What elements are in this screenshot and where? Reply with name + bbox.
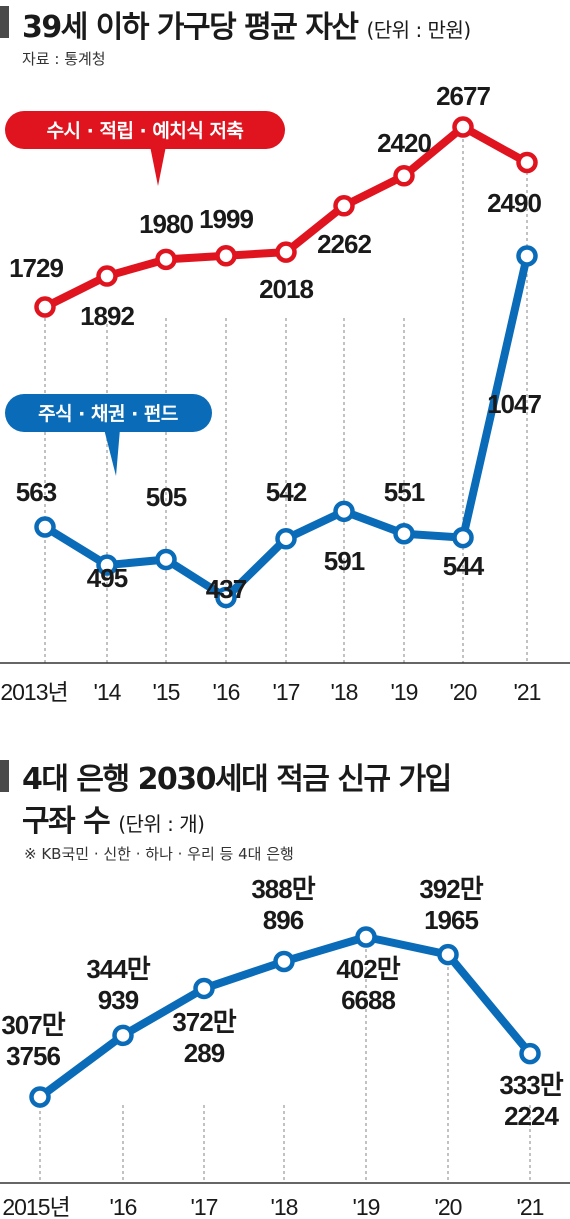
title-bar-accent	[0, 6, 9, 38]
data-point-stocks	[333, 500, 355, 523]
x-tick-label: '18	[331, 679, 358, 705]
legend-pill-savings	[5, 111, 285, 149]
data-label-savings: 2420	[377, 128, 431, 158]
chart2-title-line2-text: 구좌 수	[22, 804, 111, 839]
data-label-savings: 1729	[9, 253, 63, 283]
data-point-deposits	[273, 950, 295, 973]
data-point-savings	[215, 244, 237, 267]
x-tick-label: 2015년	[2, 1194, 69, 1219]
data-label-bottom: 2224	[504, 1101, 559, 1131]
data-label-bottom: 3756	[6, 1041, 60, 1071]
data-point-deposits	[193, 977, 215, 1000]
chart2-note: ※ KB국민 · 신한 · 하나 · 우리 등 4대 은행	[24, 845, 294, 863]
legend-pointer-savings	[150, 146, 166, 186]
data-label-bottom: 939	[98, 985, 139, 1015]
data-point-stocks	[516, 245, 538, 267]
data-label-stocks: 1047	[487, 389, 541, 419]
data-label-savings: 1999	[199, 204, 253, 234]
x-tick-label: '19	[391, 679, 418, 705]
x-tick-label: '20	[450, 679, 477, 705]
data-label-bottom: 1965	[424, 905, 478, 935]
title-bar-accent-2	[0, 760, 9, 792]
data-point-deposits	[355, 926, 377, 948]
data-label-top: 307만	[1, 1010, 65, 1040]
x-tick-label: '14	[94, 679, 122, 705]
data-label-top: 372만	[172, 1007, 236, 1037]
data-label-stocks: 542	[266, 477, 307, 507]
data-label-stocks: 551	[384, 477, 425, 507]
chart1-title-text: 39세 이하 가구당 평균 자산	[22, 10, 359, 45]
data-point-stocks	[215, 586, 237, 609]
data-point-deposits	[29, 1086, 51, 1108]
data-point-savings	[452, 116, 474, 138]
x-tick-label: '17	[273, 679, 300, 705]
legend-pointer-stocks	[104, 429, 120, 476]
data-label-stocks: 505	[146, 482, 187, 512]
x-tick-label: '21	[517, 1194, 544, 1219]
data-point-savings	[34, 296, 56, 318]
data-label-stocks: 591	[324, 546, 365, 576]
x-tick-label: '18	[271, 1194, 298, 1219]
data-label-bottom: 6688	[341, 985, 395, 1015]
x-tick-label: '17	[191, 1194, 218, 1219]
x-tick-label: '20	[435, 1194, 462, 1219]
data-point-stocks	[393, 522, 415, 545]
data-label-top: 402만	[336, 954, 400, 984]
x-tick-label: '16	[110, 1194, 137, 1219]
x-tick-label: '19	[353, 1194, 380, 1219]
data-point-stocks	[452, 526, 474, 549]
chart2-title-line2: 구좌 수 (단위 : 개)	[22, 796, 205, 840]
data-point-savings	[333, 195, 355, 217]
data-point-savings	[393, 165, 415, 187]
legend-pill-stocks	[5, 394, 212, 432]
x-tick-label: '15	[153, 679, 180, 705]
data-label-top: 392만	[419, 874, 483, 904]
data-point-savings	[275, 241, 297, 263]
data-label-savings: 1980	[139, 209, 193, 239]
data-label-stocks: 495	[87, 563, 128, 593]
chart2-unit: (단위 : 개)	[118, 812, 205, 836]
data-label-savings: 1892	[80, 301, 134, 331]
data-label-stocks: 544	[443, 551, 485, 581]
data-point-stocks	[96, 554, 118, 576]
data-label-bottom: 896	[263, 905, 304, 935]
data-point-deposits	[437, 943, 459, 966]
x-tick-label: '16	[213, 679, 240, 705]
data-label-savings: 2262	[317, 229, 371, 259]
data-point-stocks	[34, 516, 56, 538]
data-point-stocks	[275, 528, 297, 550]
data-label-top: 333만	[499, 1070, 563, 1100]
data-label-bottom: 289	[184, 1038, 225, 1068]
data-point-stocks	[155, 548, 177, 571]
x-tick-label: '21	[514, 679, 541, 705]
x-tick-label: 2013년	[0, 679, 67, 705]
data-label-savings: 2677	[436, 81, 490, 111]
data-point-savings	[155, 248, 177, 271]
data-point-savings	[96, 265, 118, 287]
data-label-stocks: 437	[206, 574, 247, 604]
data-point-deposits	[112, 1024, 134, 1047]
legend-label-stocks: 주식 · 채권 · 펀드	[38, 403, 178, 425]
chart2-title-line1: 4대 은행 2030세대 적금 신규 가입	[22, 762, 452, 797]
chart1-source: 자료 : 통계청	[22, 50, 106, 68]
chart1-title: 39세 이하 가구당 평균 자산 (단위 : 만원)	[22, 2, 471, 46]
data-point-savings	[516, 151, 538, 174]
chart1-plot: 2013년 '14 '15 '16 '17 '18 '19 '20 '21 1729 1892 198…	[0, 81, 570, 705]
data-label-top: 344만	[86, 954, 150, 984]
data-label-top: 388만	[251, 874, 315, 904]
chart1-unit: (단위 : 만원)	[366, 18, 471, 42]
data-label-savings: 2018	[259, 274, 313, 304]
data-label-savings: 2490	[487, 188, 541, 218]
data-label-stocks: 563	[16, 477, 57, 507]
data-point-deposits	[519, 1042, 541, 1065]
legend-label-savings: 수시 · 적립 · 예치식 저축	[47, 120, 244, 142]
